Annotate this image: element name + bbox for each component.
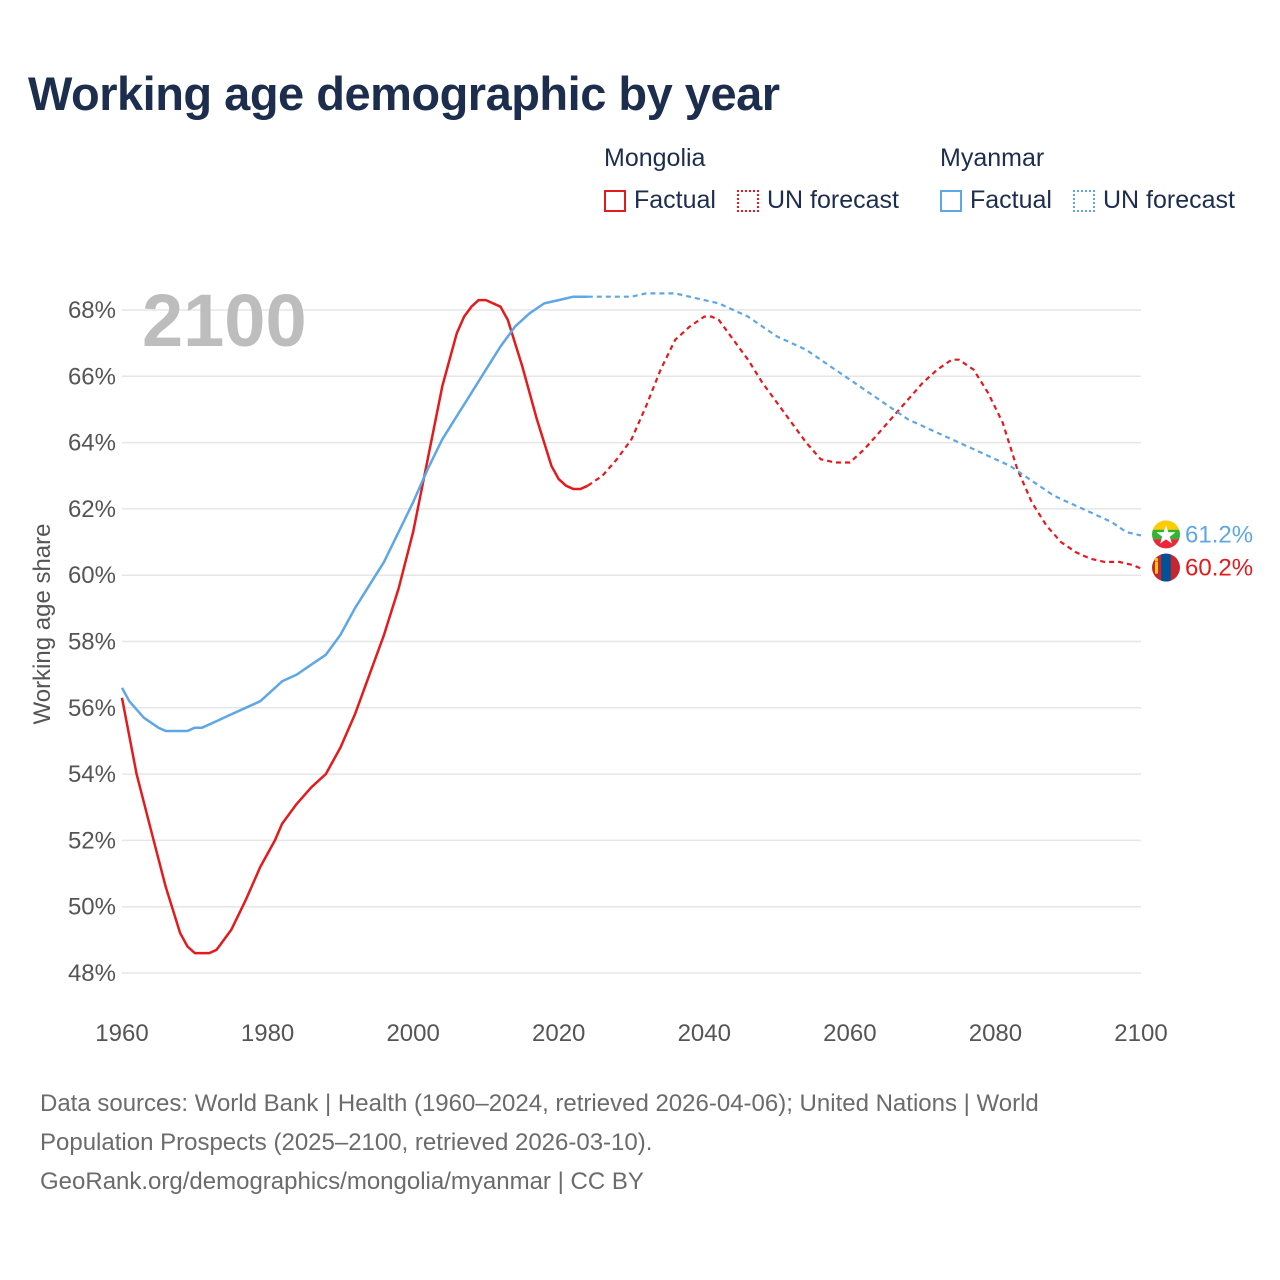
y-tick-label: 54% bbox=[68, 761, 116, 788]
series-line-mongolia-forecast bbox=[587, 315, 1142, 570]
myanmar-end-value-label: 61.2% bbox=[1185, 521, 1253, 548]
legend-group-mongolia: Mongolia bbox=[604, 144, 706, 172]
x-tick-label: 2000 bbox=[386, 1020, 439, 1047]
y-axis-ticks: 48% 50% 52% 54% 56% 58% 60% 62% 64% 66% 68% bbox=[68, 297, 116, 987]
line-chart: 48%50%52%54%56%58%60%62%64%66%68% 1960 19… bbox=[29, 292, 1253, 1047]
y-tick-label: 60% bbox=[68, 562, 116, 589]
series-line-myanmar-forecast bbox=[587, 292, 1142, 537]
legend-label: UN forecast bbox=[767, 186, 899, 214]
mongolia-flag-icon bbox=[1152, 553, 1180, 582]
end-markers: 60.2% 61.2% bbox=[1152, 520, 1253, 582]
legend-mongolia-forecast[interactable]: UN forecast bbox=[737, 186, 899, 215]
footer-sources-line1: Data sources: World Bank | Health (1960–… bbox=[40, 1090, 1039, 1117]
x-tick-label: 2040 bbox=[678, 1020, 731, 1047]
legend-label: Factual bbox=[634, 186, 716, 214]
x-tick-label: 1960 bbox=[95, 1020, 148, 1047]
y-tick-label: 64% bbox=[68, 430, 116, 457]
legend-mongolia-factual[interactable]: Factual bbox=[604, 186, 716, 215]
series-lines bbox=[120, 292, 1142, 955]
legend-swatch-myanmar-forecast bbox=[1073, 189, 1095, 212]
y-axis-label: Working age share bbox=[29, 524, 56, 725]
x-tick-label: 2080 bbox=[969, 1020, 1022, 1047]
series-line-mongolia-factual bbox=[120, 298, 589, 955]
legend-myanmar-forecast[interactable]: UN forecast bbox=[1073, 186, 1235, 215]
legend-swatch-myanmar-factual bbox=[940, 189, 962, 212]
x-axis-ticks: 1960 1980 2000 2020 2040 2060 2080 2100 bbox=[95, 1020, 1167, 1047]
myanmar-flag-icon bbox=[1152, 520, 1180, 549]
mongolia-end-value-label: 60.2% bbox=[1185, 555, 1253, 582]
footer-sources-line2: Population Prospects (2025–2100, retriev… bbox=[40, 1129, 653, 1156]
y-tick-label: 50% bbox=[68, 894, 116, 921]
y-tick-label: 68% bbox=[68, 297, 116, 324]
legend-group-myanmar: Myanmar bbox=[940, 144, 1045, 172]
legend-myanmar-factual[interactable]: Factual bbox=[940, 186, 1052, 215]
chart-title: Working age demographic by year bbox=[28, 67, 780, 120]
legend-label: UN forecast bbox=[1103, 186, 1235, 214]
footer-credit[interactable]: GeoRank.org/demographics/mongolia/myanma… bbox=[40, 1168, 644, 1195]
legend-swatch-mongolia-factual bbox=[604, 189, 626, 212]
legend-swatch-mongolia-forecast bbox=[737, 189, 759, 212]
year-watermark: 2100 bbox=[142, 279, 307, 362]
y-tick-label: 56% bbox=[68, 695, 116, 722]
series-line-myanmar-factual bbox=[120, 295, 588, 733]
x-tick-label: 1980 bbox=[241, 1020, 294, 1047]
x-tick-label: 2060 bbox=[823, 1020, 876, 1047]
y-tick-label: 52% bbox=[68, 827, 116, 854]
y-tick-label: 58% bbox=[68, 629, 116, 656]
x-tick-label: 2020 bbox=[532, 1020, 585, 1047]
y-tick-label: 62% bbox=[68, 496, 116, 523]
grid-lines bbox=[122, 309, 1141, 974]
legend-label: Factual bbox=[970, 186, 1052, 214]
y-tick-label: 66% bbox=[68, 363, 116, 390]
y-tick-label: 48% bbox=[68, 960, 116, 987]
x-tick-label: 2100 bbox=[1114, 1020, 1167, 1047]
